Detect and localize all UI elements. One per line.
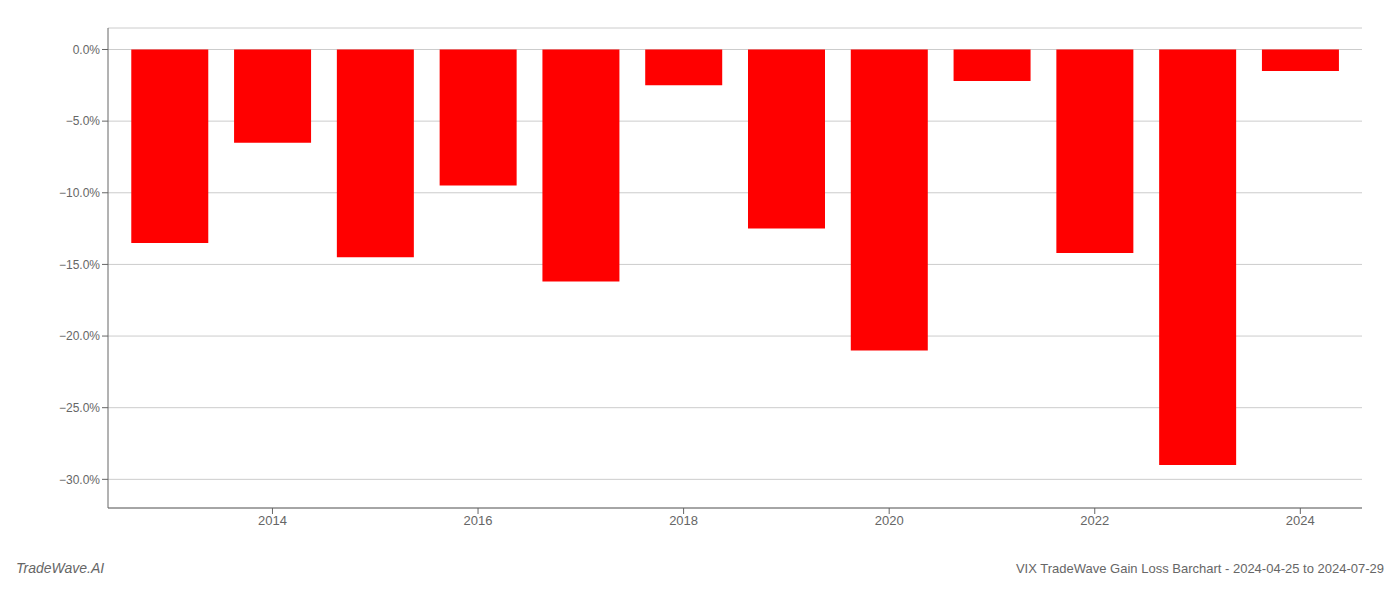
svg-text:−15.0%: −15.0% [59,258,100,272]
svg-text:2018: 2018 [669,513,698,528]
svg-text:2020: 2020 [875,513,904,528]
svg-text:2014: 2014 [258,513,287,528]
svg-text:−30.0%: −30.0% [59,473,100,487]
svg-text:−10.0%: −10.0% [59,186,100,200]
svg-text:2022: 2022 [1080,513,1109,528]
svg-text:−25.0%: −25.0% [59,401,100,415]
svg-text:2016: 2016 [464,513,493,528]
svg-text:0.0%: 0.0% [73,43,101,57]
html-text:VIX TradeWave Gain Loss Barcha: VIX TradeWave Gain Loss Barchart - 2024-… [1015,561,1384,576]
svg-text:2024: 2024 [1286,513,1315,528]
svg-text:−20.0%: −20.0% [59,329,100,343]
html-text:TradeWave.AI: TradeWave.AI [16,560,105,576]
svg-text:−5.0%: −5.0% [66,114,101,128]
